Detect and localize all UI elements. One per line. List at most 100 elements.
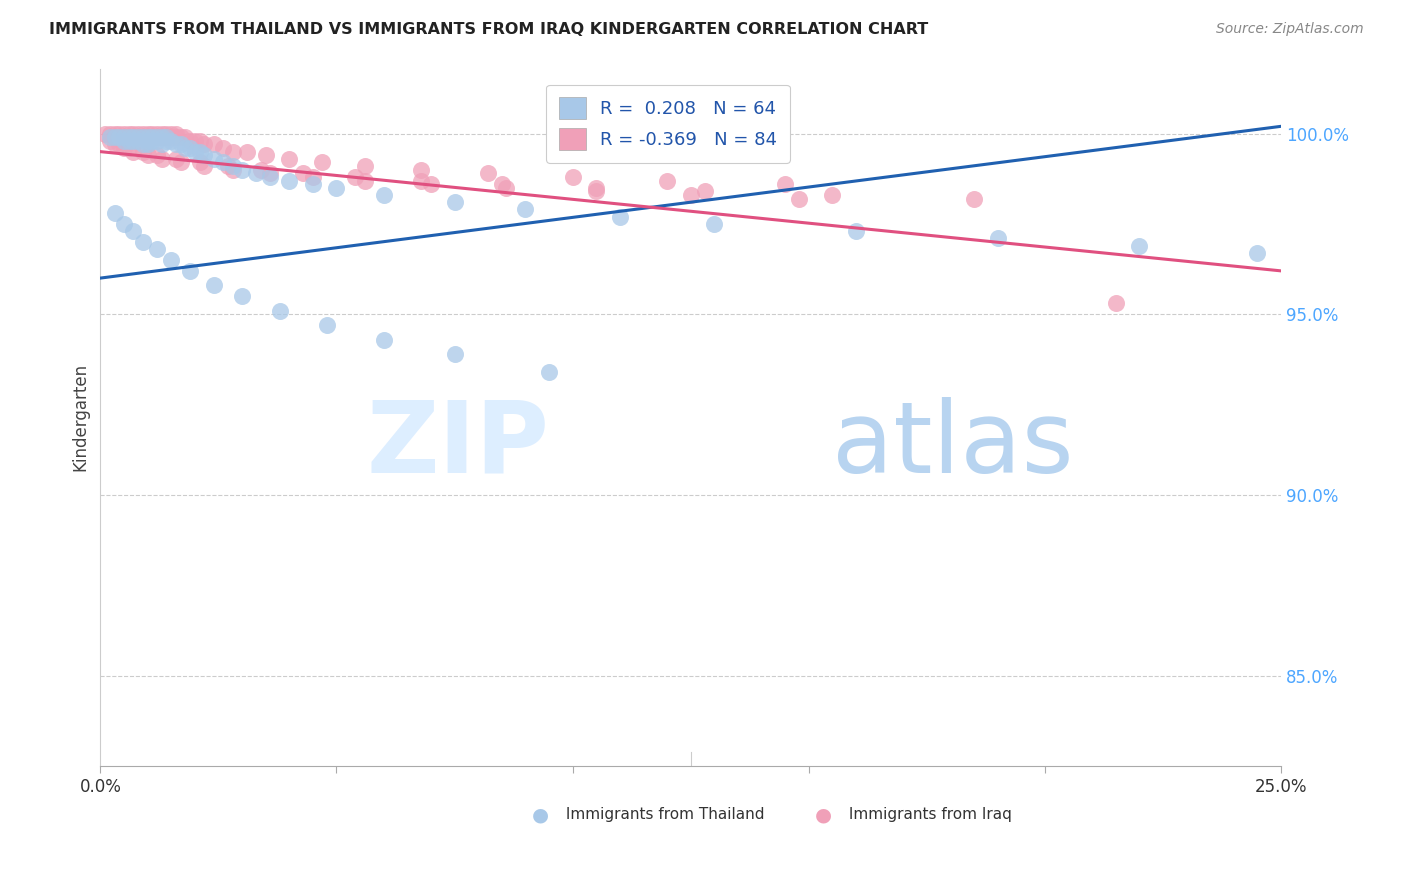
Point <box>231 289 253 303</box>
Point <box>202 278 225 293</box>
Point <box>193 137 215 152</box>
Point <box>146 148 169 162</box>
Point <box>443 195 465 210</box>
Point <box>184 134 207 148</box>
Point <box>103 137 125 152</box>
Point <box>122 130 145 145</box>
Point <box>269 303 291 318</box>
Point <box>132 130 155 145</box>
Text: IMMIGRANTS FROM THAILAND VS IMMIGRANTS FROM IRAQ KINDERGARTEN CORRELATION CHART: IMMIGRANTS FROM THAILAND VS IMMIGRANTS F… <box>49 22 928 37</box>
Point <box>118 130 141 145</box>
Point <box>609 210 631 224</box>
Text: ●: ● <box>531 805 548 824</box>
Point <box>169 130 191 145</box>
Point <box>136 134 159 148</box>
Point <box>108 127 131 141</box>
Point <box>585 180 607 194</box>
Point <box>108 137 131 152</box>
Point <box>122 130 145 145</box>
Point <box>184 145 207 159</box>
Point <box>259 166 281 180</box>
Point <box>165 137 187 152</box>
Point <box>411 173 433 187</box>
Point <box>94 127 117 141</box>
Point <box>169 155 191 169</box>
Point <box>122 127 145 141</box>
Point <box>136 127 159 141</box>
Point <box>212 141 235 155</box>
Point <box>231 162 253 177</box>
Point <box>302 169 325 184</box>
Point <box>98 127 121 141</box>
Point <box>344 169 367 184</box>
Point <box>108 130 131 145</box>
Point <box>353 159 375 173</box>
Point <box>127 130 149 145</box>
Point <box>245 166 267 180</box>
Point <box>150 130 173 145</box>
Point <box>292 166 315 180</box>
Point <box>221 162 243 177</box>
Point <box>316 318 339 332</box>
Point <box>165 130 187 145</box>
Point <box>419 177 441 191</box>
Point <box>443 347 465 361</box>
Point <box>127 127 149 141</box>
Point <box>112 141 135 155</box>
Point <box>118 141 141 155</box>
Point <box>311 155 333 169</box>
Point <box>963 192 986 206</box>
Point <box>150 137 173 152</box>
Point <box>160 134 183 148</box>
Point <box>703 217 725 231</box>
Point <box>217 159 239 173</box>
Point <box>179 134 201 148</box>
Point <box>254 148 277 162</box>
Point <box>155 130 177 145</box>
Point <box>773 177 796 191</box>
Point <box>160 253 183 268</box>
Point <box>141 134 163 148</box>
Point <box>325 180 347 194</box>
Point <box>585 185 607 199</box>
Point <box>302 177 325 191</box>
Point <box>160 127 183 141</box>
Point <box>112 217 135 231</box>
Point <box>103 130 125 145</box>
Point <box>202 152 225 166</box>
Point <box>188 155 211 169</box>
Point <box>353 173 375 187</box>
Point <box>165 152 187 166</box>
Point <box>132 145 155 159</box>
Point <box>146 242 169 256</box>
Point <box>174 141 197 155</box>
Point <box>212 155 235 169</box>
Point <box>150 127 173 141</box>
Point <box>136 137 159 152</box>
Point <box>136 134 159 148</box>
Text: Immigrants from Thailand: Immigrants from Thailand <box>561 807 765 822</box>
Point <box>118 127 141 141</box>
Point <box>141 130 163 145</box>
Point <box>165 127 187 141</box>
Point <box>411 162 433 177</box>
Point <box>179 264 201 278</box>
Point <box>112 127 135 141</box>
Point <box>373 333 395 347</box>
Point <box>491 177 513 191</box>
Point <box>108 130 131 145</box>
Y-axis label: Kindergarten: Kindergarten <box>72 363 89 471</box>
Point <box>103 130 125 145</box>
Text: atlas: atlas <box>832 397 1074 493</box>
Point <box>146 134 169 148</box>
Text: Immigrants from Iraq: Immigrants from Iraq <box>844 807 1012 822</box>
Point <box>202 137 225 152</box>
Point <box>169 137 191 152</box>
Text: ZIP: ZIP <box>366 397 548 493</box>
Point <box>235 145 257 159</box>
Point <box>141 130 163 145</box>
Point <box>515 202 537 217</box>
Point <box>146 130 169 145</box>
Point <box>150 130 173 145</box>
Point <box>188 145 211 159</box>
